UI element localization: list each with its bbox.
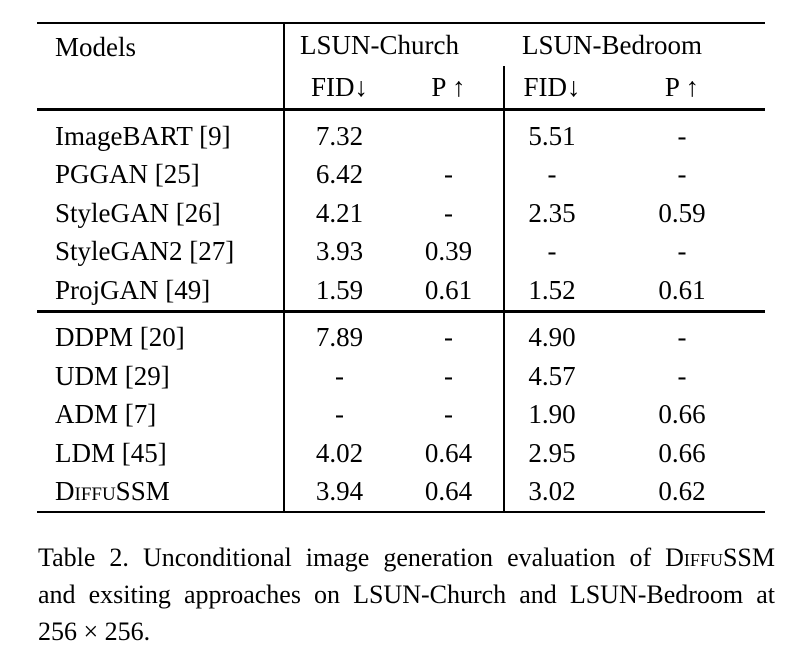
church-precision-cell: - xyxy=(394,395,506,434)
caption-line-2: and exsiting approaches on LSUN-Church a… xyxy=(38,580,775,609)
table-row: DDPM [20] 7.89 - 4.90 - xyxy=(37,309,766,357)
bedroom-precision-cell: 0.61 xyxy=(658,274,706,305)
church-fid-cell: 7.32 xyxy=(315,120,364,151)
church-precision-cell xyxy=(394,109,506,156)
church-precision-cell: - xyxy=(394,357,506,396)
bedroom-precision-cell: - xyxy=(677,360,687,391)
diffusion-models-block: DDPM [20] 7.89 - 4.90 - UDM [29] - - 4.5… xyxy=(37,309,766,512)
column-header-bedroom-fid: FID↓ xyxy=(504,66,600,111)
model-name-cell: ADM [7] xyxy=(37,395,285,434)
bedroom-fid-cell: - xyxy=(547,236,557,267)
bedroom-precision-cell: 0.66 xyxy=(658,437,706,468)
model-name-cell: DDPM [20] xyxy=(37,309,285,357)
bedroom-fid-cell: 2.35 xyxy=(528,197,576,228)
church-precision-cell: 0.64 xyxy=(394,434,506,473)
church-fid-cell: 3.94 xyxy=(315,476,364,507)
bedroom-precision-cell: - xyxy=(677,120,687,151)
column-header-church-precision: P ↑ xyxy=(394,66,506,111)
column-header-church-fid: FID↓ xyxy=(284,66,394,111)
table-caption: Table 2. Unconditional image generation … xyxy=(38,539,775,650)
gan-baselines-block: ImageBART [9] 7.32 5.51 - PGGAN [25] 6.4… xyxy=(37,109,765,311)
caption-line-1-text: Table 2. Unconditional image generation … xyxy=(38,543,666,572)
church-fid-cell: - xyxy=(335,399,344,430)
church-precision-cell: - xyxy=(394,194,506,233)
model-name-cell: ImageBART [9] xyxy=(37,109,285,156)
column-header-models: Models xyxy=(37,23,285,111)
bedroom-precision-cell: - xyxy=(677,159,687,190)
metric-header-row: FID↓ P ↑ FID↓ P ↑ xyxy=(37,66,766,111)
bedroom-fid-cell: 4.57 xyxy=(528,360,576,391)
column-header-bedroom-precision: P ↑ xyxy=(599,66,766,111)
church-fid-cell: 1.59 xyxy=(315,274,364,305)
bedroom-fid-cell: 1.52 xyxy=(528,274,576,305)
table-row: ImageBART [9] 7.32 5.51 - xyxy=(37,109,765,156)
caption-line-3: 256 × 256. xyxy=(38,617,151,646)
bedroom-fid-cell: - xyxy=(547,159,557,190)
church-fid-cell: 4.02 xyxy=(315,437,364,468)
model-name-cell: PGGAN [25] xyxy=(37,155,285,194)
caption-diffussm-name: DiffuSSM xyxy=(665,543,775,572)
bedroom-fid-cell: 1.90 xyxy=(528,399,576,430)
model-name-cell: ProjGAN [49] xyxy=(37,271,285,311)
bedroom-fid-cell: 3.02 xyxy=(528,476,576,507)
model-name-cell-diffussm: DiffuSSM xyxy=(37,472,285,512)
bedroom-precision-cell: - xyxy=(599,309,766,357)
church-fid-cell: - xyxy=(335,360,344,391)
church-precision-cell: - xyxy=(394,309,506,357)
model-name-cell: StyleGAN [26] xyxy=(37,194,285,233)
table-header: Models LSUN-Church LSUN-Bedroom FID↓ P ↑… xyxy=(37,23,766,111)
church-precision-cell: - xyxy=(394,155,506,194)
church-precision-cell: 0.39 xyxy=(394,232,506,271)
model-name-cell: UDM [29] xyxy=(37,357,285,396)
results-table: Models LSUN-Church LSUN-Bedroom FID↓ P ↑… xyxy=(37,22,766,513)
bedroom-precision-cell: 0.62 xyxy=(658,476,706,507)
column-group-lsun-church: LSUN-Church xyxy=(300,29,459,60)
bedroom-precision-cell: - xyxy=(677,236,687,267)
bedroom-precision-cell: 0.66 xyxy=(658,399,706,430)
table-row: StyleGAN [26] 4.21 - 2.35 0.59 xyxy=(37,194,765,233)
bedroom-fid-cell: 5.51 xyxy=(528,120,576,151)
caption-line-1: Table 2. Unconditional image generation … xyxy=(38,539,775,576)
table-row: LDM [45] 4.02 0.64 2.95 0.66 xyxy=(37,434,765,473)
church-fid-cell: 6.42 xyxy=(315,159,364,190)
group-header-row: Models LSUN-Church LSUN-Bedroom xyxy=(37,23,765,111)
model-name-cell: StyleGAN2 [27] xyxy=(37,232,285,271)
table-row: StyleGAN2 [27] 3.93 0.39 - - xyxy=(37,232,765,271)
table-row: ADM [7] - - 1.90 0.66 xyxy=(37,395,765,434)
table-row: UDM [29] - - 4.57 - xyxy=(37,357,765,396)
church-fid-cell: 4.21 xyxy=(315,197,364,228)
model-name-cell: LDM [45] xyxy=(37,434,285,473)
bedroom-precision-cell: 0.59 xyxy=(658,197,706,228)
bedroom-fid-cell: 4.90 xyxy=(504,309,600,357)
column-group-lsun-bedroom: LSUN-Bedroom xyxy=(522,29,702,60)
bedroom-fid-cell: 2.95 xyxy=(528,437,576,468)
church-fid-cell: 7.89 xyxy=(284,309,394,357)
table-row: ProjGAN [49] 1.59 0.61 1.52 0.61 xyxy=(37,271,765,311)
table-row: DiffuSSM 3.94 0.64 3.02 0.62 xyxy=(37,472,765,512)
church-precision-cell: 0.64 xyxy=(394,472,506,512)
church-fid-cell: 3.93 xyxy=(315,236,364,267)
church-precision-cell: 0.61 xyxy=(394,271,506,311)
table-row: PGGAN [25] 6.42 - - - xyxy=(37,155,765,194)
